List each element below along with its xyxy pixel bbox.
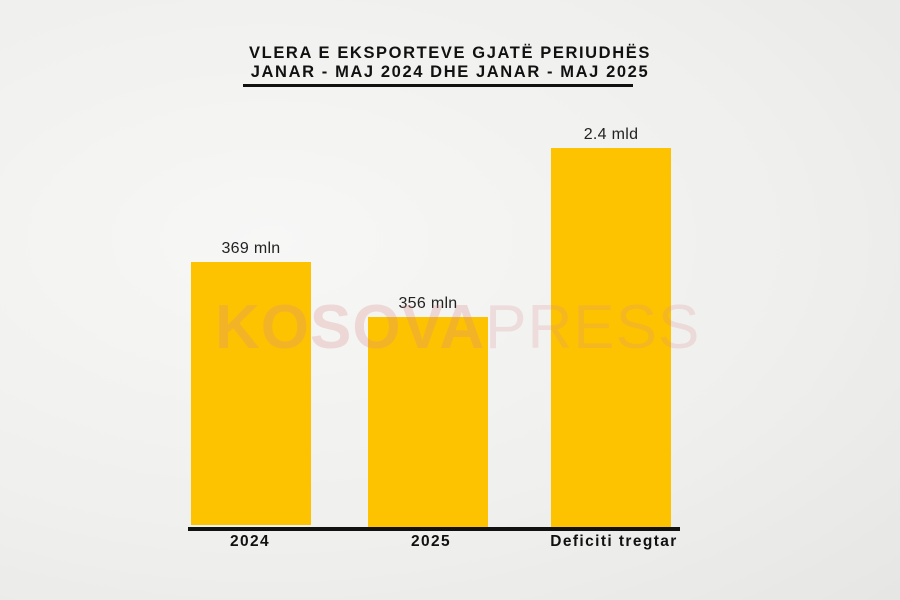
chart-title: VLERA E EKSPORTEVE GJATË PERIUDHËS JANAR… <box>0 44 900 82</box>
data-label-1: 356 mln <box>398 295 458 312</box>
data-label-2: 2.4 mld <box>583 126 639 143</box>
watermark-light: PRESS <box>485 293 701 362</box>
x-axis-line <box>188 527 680 531</box>
category-label-2: Deficiti tregtar <box>550 533 678 550</box>
title-line-1: VLERA E EKSPORTEVE GJATË PERIUDHËS <box>249 44 651 62</box>
data-label-0: 369 mln <box>221 240 281 257</box>
bar-0 <box>191 262 311 525</box>
bar-2 <box>551 148 671 527</box>
title-underline <box>243 84 633 87</box>
bar-1 <box>368 317 488 527</box>
title-line-2: JANAR - MAJ 2024 DHE JANAR - MAJ 2025 <box>250 63 650 81</box>
category-label-1: 2025 <box>410 533 452 550</box>
category-label-0: 2024 <box>229 533 271 550</box>
watermark-logo: KOSOVAPRESS <box>215 292 700 363</box>
watermark-bold: KOSOVA <box>215 293 486 362</box>
